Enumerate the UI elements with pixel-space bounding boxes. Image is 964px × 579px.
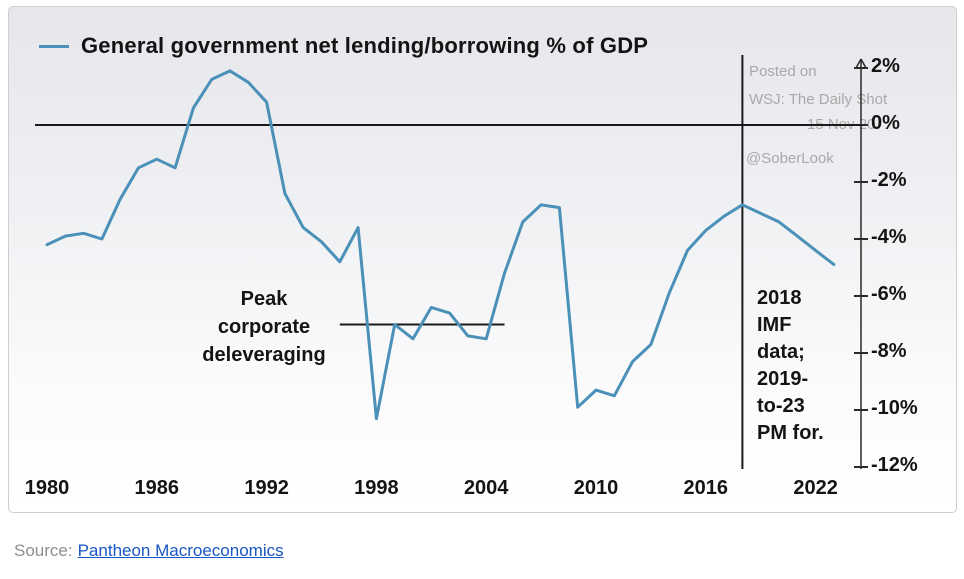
- y-axis-tick-label: -4%: [871, 226, 907, 248]
- x-axis-tick-label: 2022: [793, 477, 838, 499]
- y-axis-tick-label: -6%: [871, 283, 907, 305]
- imf-forecast-annotation: 2018 IMF data; 2019- to-23 PM for.: [757, 285, 867, 447]
- chart-card: General government net lending/borrowing…: [8, 6, 957, 513]
- peak-deleveraging-annotation: Peak corporate deleveraging: [169, 285, 359, 369]
- y-axis-arrowhead: [860, 58, 867, 69]
- peak-annotation-line-3: deleveraging: [202, 344, 326, 366]
- x-axis-tick-label: 1980: [24, 477, 70, 499]
- x-axis-tick-label: 2004: [463, 477, 509, 499]
- x-axis-tick-label: 2010: [573, 477, 619, 499]
- x-axis-tick-label: 1998: [354, 477, 399, 499]
- y-axis-tick-label: -8%: [871, 340, 907, 362]
- watermark-handle: @SoberLook: [746, 150, 834, 167]
- gdp-line-series: [45, 69, 836, 421]
- peak-annotation-line-1: Peak: [240, 288, 288, 310]
- y-axis-arrowhead: [855, 58, 862, 69]
- imf-annotation-line-3: data;: [757, 341, 805, 363]
- y-axis-tick-label: -10%: [871, 397, 918, 419]
- x-axis-tick-label: 2016: [683, 477, 729, 499]
- source-line: Source: Pantheon Macroeconomics: [14, 541, 284, 561]
- imf-annotation-line-2: IMF: [757, 314, 792, 336]
- y-axis-tick-label: 0%: [871, 112, 900, 134]
- peak-annotation-line-2: corporate: [217, 316, 311, 338]
- y-axis-tick-label: -2%: [871, 169, 907, 191]
- y-axis-tick-label: 2%: [871, 55, 900, 77]
- watermark-source-name: WSJ: The Daily Shot: [749, 91, 888, 108]
- chart-canvas: [35, 55, 868, 469]
- imf-annotation-line-5: to-23: [757, 395, 805, 417]
- watermark-posted-on: Posted on: [749, 63, 817, 80]
- y-axis-tick-label: -12%: [871, 454, 918, 476]
- chart-legend: General government net lending/borrowing…: [39, 33, 648, 59]
- chart-title: General government net lending/borrowing…: [81, 33, 649, 58]
- imf-annotation-line-1: 2018: [757, 287, 802, 309]
- x-axis-tick-label: 1986: [134, 477, 180, 499]
- source-link[interactable]: Pantheon Macroeconomics: [77, 541, 284, 560]
- imf-annotation-line-6: PM for.: [757, 422, 824, 444]
- legend-line-swatch: [39, 44, 69, 48]
- source-label: Source:: [14, 541, 73, 560]
- imf-annotation-line-4: 2019-: [757, 368, 809, 390]
- x-axis-tick-label: 1992: [244, 477, 289, 499]
